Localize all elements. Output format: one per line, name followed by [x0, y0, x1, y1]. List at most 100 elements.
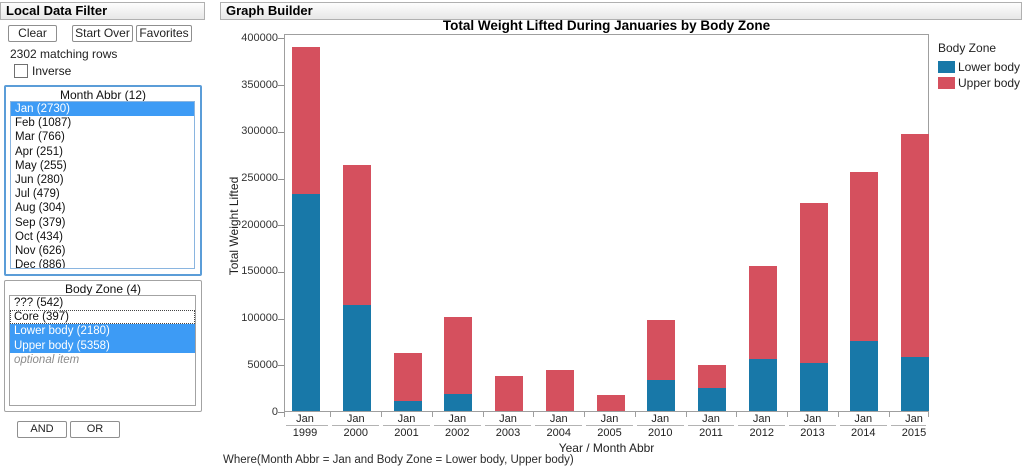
filter-list-item[interactable]: May (255) — [15, 159, 67, 172]
y-tick-label: 200000 — [241, 218, 278, 231]
x-boundary-tick — [381, 412, 383, 417]
filter-list-item[interactable]: Feb (1087) — [15, 117, 72, 130]
y-tick-label: 100000 — [241, 312, 278, 325]
x-tick-year-label: 2011 — [699, 427, 723, 439]
inverse-checkbox[interactable] — [14, 64, 28, 78]
filter-list-item[interactable]: ??? (542) — [14, 297, 64, 309]
y-tick-mark — [278, 365, 284, 367]
x-tick-year-label: 2000 — [343, 427, 368, 439]
x-tick-month-label: Jan — [346, 413, 365, 425]
legend-row-lower-body[interactable]: Lower body — [938, 59, 1020, 75]
y-tick-label: 0 — [271, 405, 278, 418]
x-group-divider — [636, 425, 684, 426]
x-boundary-tick — [888, 412, 890, 417]
filter-list-item[interactable]: Core (397) — [10, 310, 195, 325]
bar-segment-lower-body[interactable] — [799, 363, 828, 411]
x-group-divider — [383, 425, 430, 426]
x-tick-month-label: Jan — [296, 413, 314, 425]
legend-label-lower-body: Lower body — [958, 60, 1021, 74]
bar-segment-lower-body[interactable] — [444, 394, 473, 411]
bar-segment-lower-body[interactable] — [342, 304, 371, 411]
x-tick-month-label: Jan — [651, 413, 670, 425]
x-tick-year-label: 2005 — [597, 427, 622, 439]
x-tick-year-label: 1999 — [292, 427, 318, 439]
chart-title: Total Weight Lifted During Januaries by … — [442, 18, 771, 33]
legend-swatch-upper-body-icon[interactable] — [938, 77, 955, 89]
filter-list-item[interactable]: Aug (304) — [15, 202, 66, 215]
filter-list-item[interactable]: Upper body (5358) — [10, 338, 195, 353]
x-tick-month-label: Jan — [600, 413, 619, 425]
start-over-button[interactable]: Start Over — [72, 25, 133, 42]
x-boundary-tick — [685, 412, 687, 417]
bar-segment-upper-body[interactable] — [342, 165, 371, 305]
bar-segment-lower-body[interactable] — [698, 387, 726, 411]
legend-swatch-lower-body-icon[interactable] — [938, 61, 955, 73]
and-button[interactable]: AND — [17, 421, 67, 438]
bar-segment-lower-body[interactable] — [748, 358, 777, 411]
filter-list-item[interactable]: Jan (2730) — [11, 102, 194, 117]
filter-list-item[interactable]: Oct (434) — [15, 230, 63, 243]
clear-button[interactable]: Clear — [8, 25, 57, 42]
x-boundary-tick — [482, 412, 484, 417]
x-boundary-tick — [787, 412, 789, 417]
x-group-divider — [433, 425, 481, 426]
filter-list-item[interactable]: Jun (280) — [15, 173, 64, 186]
bar-segment-upper-body[interactable] — [799, 202, 828, 364]
filter-list-item[interactable]: optional item — [14, 353, 80, 366]
x-tick-year-label: 2010 — [648, 427, 673, 439]
x-tick-year-label: 2001 — [394, 427, 419, 439]
bar-segment-upper-body[interactable] — [545, 369, 574, 411]
x-tick-year-label: 2012 — [749, 427, 774, 439]
y-tick-mark — [278, 131, 284, 133]
filter-list-item[interactable]: Mar (766) — [15, 131, 65, 144]
y-tick-mark — [278, 38, 284, 40]
bar-segment-upper-body[interactable] — [292, 46, 320, 195]
x-tick-year-label: 2013 — [800, 427, 825, 439]
or-button[interactable]: OR — [70, 421, 120, 438]
matching-rows-text: 2302 matching rows — [10, 47, 118, 61]
filter-list-item[interactable]: Dec (886) — [15, 259, 66, 269]
bar-segment-upper-body[interactable] — [698, 365, 726, 388]
bar-segment-lower-body[interactable] — [292, 194, 320, 411]
x-group-divider — [839, 425, 887, 426]
bar-segment-upper-body[interactable] — [444, 316, 473, 395]
x-boundary-tick — [330, 412, 332, 417]
bar-segment-upper-body[interactable] — [393, 353, 422, 401]
filter-list-item[interactable]: Lower body (2180) — [10, 324, 195, 339]
x-tick-month-label: Jan — [448, 413, 467, 425]
body-zone-filter-title: Body Zone (4) — [64, 282, 142, 296]
legend-label-upper-body: Upper body — [958, 76, 1021, 90]
y-tick-mark — [278, 178, 284, 180]
x-tick-month-label: Jan — [549, 413, 568, 425]
x-boundary-tick — [736, 412, 738, 417]
filter-list-item[interactable]: Jul (479) — [15, 188, 60, 201]
bar-segment-upper-body[interactable] — [901, 133, 929, 357]
x-group-divider — [789, 425, 836, 426]
x-boundary-tick — [431, 412, 433, 417]
x-group-divider — [286, 425, 329, 426]
bar-segment-lower-body[interactable] — [850, 340, 879, 411]
y-tick-label: 50000 — [247, 358, 278, 371]
bar-segment-upper-body[interactable] — [647, 320, 676, 381]
y-tick-mark — [278, 85, 284, 87]
bar-segment-upper-body[interactable] — [850, 171, 879, 341]
bar-segment-lower-body[interactable] — [647, 380, 676, 411]
local-data-filter-header[interactable]: Local Data Filter — [0, 2, 205, 20]
filter-list-item[interactable]: Apr (251) — [15, 145, 63, 158]
bar-segment-upper-body[interactable] — [495, 375, 523, 411]
bar-segment-upper-body[interactable] — [748, 266, 777, 359]
bar-segment-lower-body[interactable] — [393, 400, 422, 411]
filter-list-item[interactable]: Nov (626) — [15, 244, 66, 257]
bar-segment-lower-body[interactable] — [901, 356, 929, 411]
filter-list-item[interactable]: Sep (379) — [15, 216, 66, 229]
favorites-button[interactable]: Favorites — [136, 25, 192, 42]
legend-row-upper-body[interactable]: Upper body — [938, 75, 1020, 91]
plot-area[interactable] — [284, 34, 929, 412]
x-group-divider — [586, 425, 633, 426]
graph-builder-header[interactable]: Graph Builder — [220, 2, 1022, 20]
x-group-divider — [890, 425, 926, 426]
x-tick-year-label: 2002 — [445, 427, 470, 439]
x-group-divider — [484, 425, 532, 426]
bar-segment-upper-body[interactable] — [596, 395, 625, 411]
x-group-divider — [687, 425, 735, 426]
